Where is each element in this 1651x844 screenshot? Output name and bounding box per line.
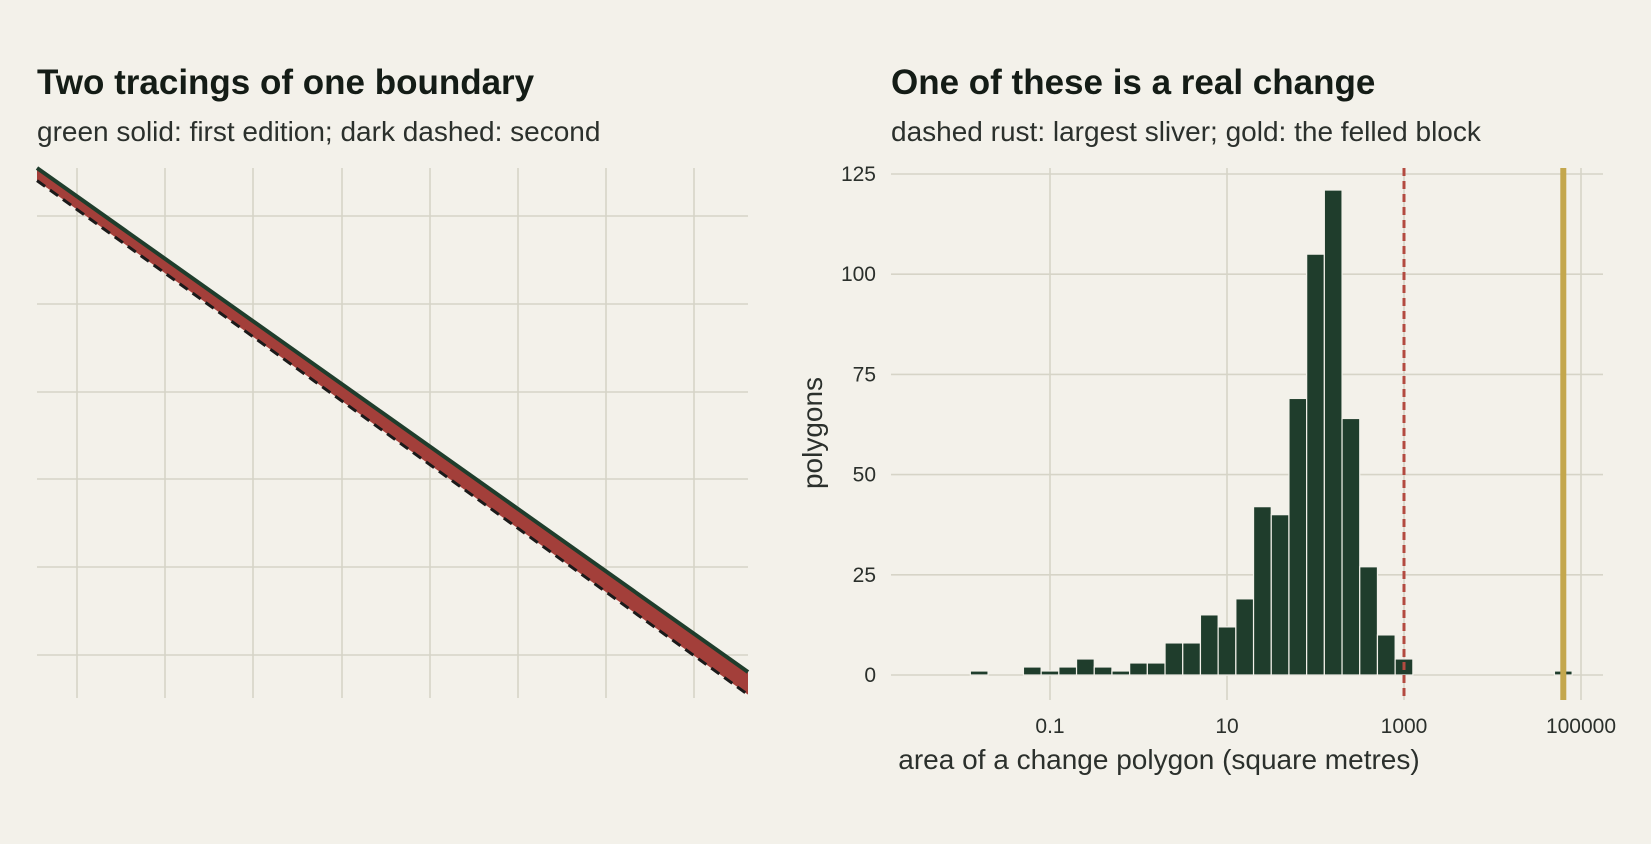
histogram-bar bbox=[1075, 658, 1095, 676]
histogram-bar bbox=[1022, 666, 1042, 676]
x-axis-label: area of a change polygon (square metres) bbox=[898, 744, 1419, 775]
right-histogram-panel: 0 25 50 75 100 125 0.1 10 1000 100000 bbox=[841, 163, 1616, 738]
y-axis-label: polygons bbox=[797, 377, 828, 489]
histogram-bar bbox=[1252, 506, 1272, 676]
histogram-bar bbox=[1270, 514, 1290, 676]
sliver-polygon bbox=[37, 168, 748, 695]
x-tick-label: 1000 bbox=[1381, 715, 1428, 738]
histogram-bar bbox=[1129, 662, 1148, 676]
histogram-bar bbox=[1058, 666, 1078, 676]
histogram-bar bbox=[1323, 189, 1343, 676]
histogram-bar bbox=[1359, 566, 1379, 676]
histogram-bar bbox=[1306, 253, 1325, 676]
histogram-bar bbox=[1376, 634, 1396, 676]
y-tick-label: 100 bbox=[841, 263, 876, 286]
y-tick-label: 0 bbox=[864, 664, 876, 687]
y-tick-label: 25 bbox=[853, 564, 876, 587]
histogram-bar bbox=[1199, 614, 1219, 676]
histogram-bar bbox=[1235, 598, 1255, 676]
histogram-bar bbox=[1164, 642, 1184, 676]
x-tick-label: 10 bbox=[1215, 715, 1238, 738]
x-tick-label: 0.1 bbox=[1035, 715, 1064, 738]
right-chart-subtitle: dashed rust: largest sliver; gold: the f… bbox=[891, 116, 1481, 147]
histogram-bar bbox=[1111, 670, 1131, 676]
x-tick-label: 100000 bbox=[1546, 715, 1616, 738]
left-chart-title: Two tracings of one boundary bbox=[37, 63, 535, 102]
left-chart-subtitle: green solid: first edition; dark dashed:… bbox=[37, 116, 601, 147]
histogram-bar bbox=[1146, 662, 1166, 676]
histogram-bar bbox=[969, 670, 989, 676]
histogram-bar bbox=[1040, 670, 1060, 676]
histogram-bar bbox=[1093, 666, 1113, 676]
left-boundary-panel bbox=[35, 166, 750, 698]
histogram-bar bbox=[1288, 397, 1308, 676]
y-tick-label: 75 bbox=[853, 363, 876, 386]
y-tick-label: 125 bbox=[841, 163, 876, 186]
right-chart-title: One of these is a real change bbox=[891, 63, 1376, 102]
y-tick-label: 50 bbox=[853, 464, 876, 487]
first-edition-line bbox=[35, 166, 750, 674]
histogram-bar bbox=[1341, 417, 1361, 676]
second-edition-line bbox=[36, 179, 749, 696]
histogram-bar bbox=[1217, 626, 1237, 676]
histogram-bar bbox=[1182, 642, 1202, 676]
